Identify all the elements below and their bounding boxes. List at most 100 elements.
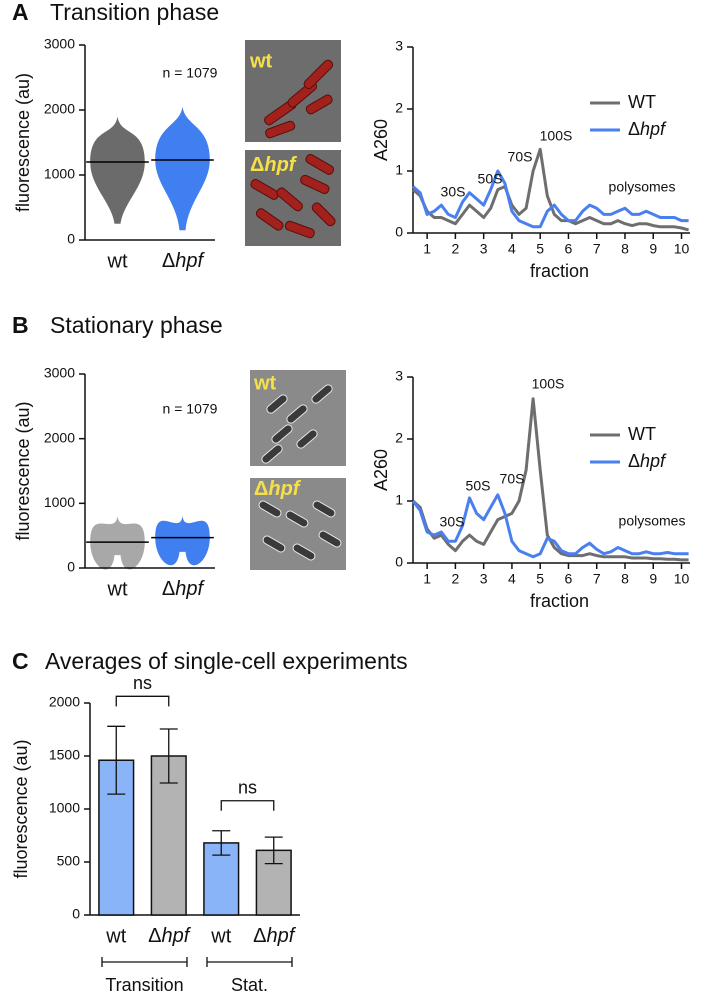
y-tick-label: 1000	[49, 800, 80, 816]
series-line	[411, 493, 689, 559]
x-tick-label: 1	[423, 241, 431, 257]
group-label: Transition	[105, 975, 183, 995]
error-bar	[107, 725, 126, 795]
legend-label: WT	[628, 424, 656, 444]
peak-label: polysomes	[609, 179, 676, 195]
series-line	[412, 147, 689, 232]
y-tick-label: 0	[67, 231, 75, 247]
x-tick-label: 5	[536, 571, 544, 587]
series-line	[412, 169, 689, 229]
x-tick-label: wt	[105, 925, 126, 947]
x-tick-label: 7	[593, 241, 601, 257]
micrograph-label: Δhpf	[250, 154, 298, 176]
peak-label: 50S	[478, 171, 503, 187]
sample-size: n = 1079	[163, 65, 218, 81]
micrograph-label: wt	[249, 50, 273, 72]
y-tick-label: 2000	[49, 694, 80, 710]
error-bar	[212, 830, 231, 856]
x-tick-label: 7	[593, 571, 601, 587]
x-tick-label: Δhpf	[162, 250, 206, 272]
x-tick-label: wt	[107, 250, 128, 272]
peak-label: 30S	[441, 184, 466, 200]
distribution	[155, 516, 210, 566]
x-tick-label: 4	[508, 241, 516, 257]
significance-label: ns	[133, 673, 152, 693]
panel-title: Transition phase	[50, 0, 219, 25]
peak-label: 50S	[466, 478, 491, 494]
x-tick-label: 10	[674, 241, 690, 257]
x-tick-label: 9	[649, 241, 657, 257]
x-tick-label: 2	[451, 571, 459, 587]
group-bracket	[101, 957, 188, 967]
y-axis-label: fluorescence (au)	[11, 739, 31, 878]
y-tick-label: 500	[57, 853, 81, 869]
y-tick-label: 0	[395, 224, 403, 240]
panel-label: B	[12, 312, 29, 338]
x-tick-label: Δhpf	[162, 578, 206, 600]
y-axis-label: A260	[371, 449, 391, 491]
x-axis-label: fraction	[530, 591, 589, 611]
y-tick-label: 0	[67, 559, 75, 575]
y-tick-label: 1	[395, 162, 403, 178]
peak-label: 30S	[440, 514, 465, 530]
micrograph: wt	[250, 370, 346, 466]
x-tick-label: 5	[536, 241, 544, 257]
distribution	[155, 106, 210, 231]
distribution	[90, 116, 145, 224]
x-tick-label: 6	[565, 571, 573, 587]
x-tick-label: 8	[621, 241, 629, 257]
y-tick-label: 1	[395, 492, 403, 508]
sample-size: n = 1079	[163, 401, 218, 417]
peak-label: 70S	[500, 471, 525, 487]
y-tick-label: 3000	[44, 36, 75, 52]
x-tick-label: Δhpf	[253, 925, 297, 947]
y-tick-label: 3000	[44, 365, 75, 381]
x-tick-label: Δhpf	[148, 925, 192, 947]
y-tick-label: 3	[395, 38, 403, 54]
y-tick-label: 2	[395, 100, 403, 116]
micrograph: Δhpf	[250, 478, 346, 570]
y-tick-label: 0	[72, 906, 80, 922]
peak-label: 70S	[508, 149, 533, 165]
panel-label: C	[12, 648, 29, 674]
x-tick-label: wt	[107, 578, 128, 600]
y-tick-label: 2000	[44, 429, 75, 445]
panel-label: A	[12, 0, 29, 25]
panel-title: Stationary phase	[50, 312, 223, 338]
y-axis-label: fluorescence (au)	[13, 401, 33, 540]
x-tick-label: wt	[210, 925, 231, 947]
micrograph: wt	[245, 40, 341, 142]
y-tick-label: 1500	[49, 747, 80, 763]
significance-bracket	[220, 800, 275, 811]
legend-label: Δhpf	[628, 119, 667, 139]
y-tick-label: 2	[395, 430, 403, 446]
x-tick-label: 3	[480, 571, 488, 587]
peak-label: polysomes	[619, 513, 686, 529]
x-tick-label: 2	[451, 241, 459, 257]
y-axis-label: A260	[371, 119, 391, 161]
y-tick-label: 0	[395, 554, 403, 570]
y-axis-label: fluorescence (au)	[13, 73, 33, 212]
error-bar	[159, 728, 178, 784]
significance-label: ns	[238, 777, 257, 797]
y-tick-label: 1000	[44, 166, 75, 182]
x-axis-label: fraction	[530, 261, 589, 281]
x-tick-label: 10	[674, 571, 690, 587]
peak-label: 100S	[532, 376, 565, 392]
x-tick-label: 8	[621, 571, 629, 587]
significance-bracket	[115, 695, 170, 707]
y-tick-label: 3	[395, 368, 403, 384]
micrograph-label: wt	[253, 372, 277, 394]
panel-title: Averages of single-cell experiments	[45, 648, 408, 674]
micrograph-label: Δhpf	[254, 478, 302, 500]
legend-label: Δhpf	[628, 451, 667, 471]
group-label: Stat.	[231, 975, 268, 995]
legend-label: WT	[628, 92, 656, 112]
peak-label: 100S	[540, 128, 573, 144]
group-bracket	[206, 957, 293, 967]
x-tick-label: 1	[423, 571, 431, 587]
x-tick-label: 9	[649, 571, 657, 587]
x-tick-label: 6	[565, 241, 573, 257]
y-tick-label: 1000	[44, 494, 75, 510]
